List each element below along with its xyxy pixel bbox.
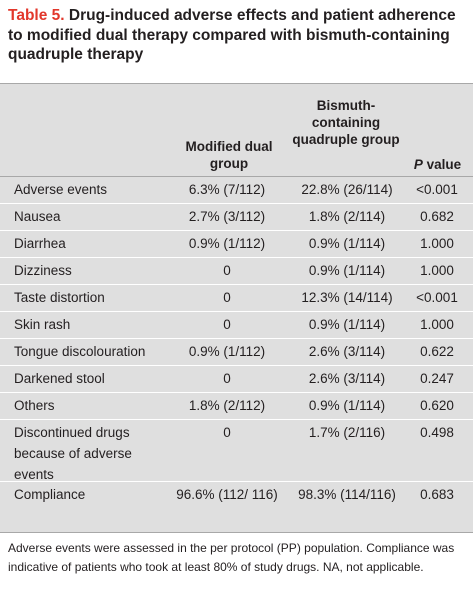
row-bismuth-value: 0.9% (1/114)	[308, 317, 386, 332]
table-number: Table 5.	[8, 7, 65, 24]
header-p-italic: P	[413, 157, 423, 172]
row-bismuth-value: 0.9% (1/114)	[308, 398, 386, 413]
row-p-value: 0.620	[420, 398, 454, 413]
table-row: Darkened stool 0 2.6% (3/114) 0.247	[0, 365, 473, 393]
table-title-text: Drug-induced adverse effects and patient…	[8, 7, 456, 63]
row-modified-dual-value: 0	[223, 425, 231, 440]
row-modified-dual-value: 0	[223, 371, 231, 386]
data-table: Modified dual group Bismuth-containing q…	[0, 83, 473, 533]
row-bismuth-value: 0.9% (1/114)	[308, 263, 386, 278]
row-bismuth-value: 1.8% (2/114)	[308, 209, 386, 224]
row-label: Darkened stool	[14, 371, 105, 386]
row-modified-dual-value: 2.7% (3/112)	[188, 209, 266, 224]
row-modified-dual-value: 0	[223, 263, 231, 278]
table-row: Skin rash 0 0.9% (1/114) 1.000	[0, 311, 473, 339]
table-row: Nausea 2.7% (3/112) 1.8% (2/114) 0.682	[0, 203, 473, 231]
row-p-value: 1.000	[420, 236, 454, 251]
row-modified-dual-value: 6.3% (7/112)	[188, 182, 266, 197]
row-label: Nausea	[14, 209, 61, 224]
row-modified-dual-value: 0	[223, 290, 231, 305]
table-row: Diarrhea 0.9% (1/112) 0.9% (1/114) 1.000	[0, 230, 473, 258]
row-label: Others	[14, 398, 55, 413]
row-p-value: 1.000	[420, 317, 454, 332]
footnote-text: Adverse events were assessed in the per …	[8, 541, 455, 574]
row-bismuth-value: 98.3% (114/116)	[298, 487, 396, 502]
row-label: Skin rash	[14, 317, 71, 332]
row-label: Taste distortion	[14, 290, 105, 305]
row-label: Tongue discolouration	[14, 344, 146, 359]
table-row: Adverse events 6.3% (7/112) 22.8% (26/114)…	[0, 176, 473, 204]
row-p-value: 0.682	[420, 209, 454, 224]
row-label: Adverse events	[14, 182, 108, 197]
header-bismuth-quadruple: Bismuth-containing quadruple group	[292, 98, 400, 147]
row-modified-dual-value: 1.8% (2/112)	[188, 398, 266, 413]
row-label: Dizziness	[14, 263, 72, 278]
row-p-value: 0.683	[420, 487, 454, 502]
table-footnote: Adverse events were assessed in the per …	[0, 532, 473, 610]
row-modified-dual-value: 0.9% (1/112)	[188, 236, 266, 251]
table-header-row: Modified dual group Bismuth-containing q…	[0, 84, 473, 177]
table-row: Dizziness 0 0.9% (1/114) 1.000	[0, 257, 473, 285]
row-p-value: <0.001	[416, 290, 458, 305]
row-p-value: 1.000	[420, 263, 454, 278]
table-row: Others 1.8% (2/112) 0.9% (1/114) 0.620	[0, 392, 473, 420]
row-p-value: 0.498	[420, 425, 454, 440]
row-bismuth-value: 2.6% (3/114)	[308, 371, 386, 386]
row-p-value: 0.247	[420, 371, 454, 386]
row-bismuth-value: 2.6% (3/114)	[308, 344, 386, 359]
row-modified-dual-value: 0	[223, 317, 231, 332]
table-row: Taste distortion 0 12.3% (14/114) <0.001	[0, 284, 473, 312]
row-bismuth-value: 22.8% (26/114)	[301, 182, 393, 197]
header-p-rest: value	[422, 157, 462, 172]
table-row: Discontinued drugs because of adverse ev…	[0, 419, 473, 482]
header-p-value: P value	[405, 156, 470, 173]
row-p-value: 0.622	[420, 344, 454, 359]
table-row: Tongue discolouration 0.9% (1/112) 2.6% (3…	[0, 338, 473, 366]
row-label: Diarrhea	[14, 236, 66, 251]
table-row: Compliance 96.6% (112/ 116) 98.3% (114/116…	[0, 481, 473, 533]
row-bismuth-value: 12.3% (14/114)	[301, 290, 393, 305]
table-title: Table 5. Drug-induced adverse effects an…	[8, 6, 466, 65]
row-bismuth-value: 1.7% (2/116)	[308, 425, 386, 440]
header-modified-dual: Modified dual group	[185, 139, 273, 171]
row-modified-dual-value: 0.9% (1/112)	[188, 344, 266, 359]
row-modified-dual-value: 96.6% (112/ 116)	[176, 487, 278, 502]
row-p-value: <0.001	[416, 182, 458, 197]
row-label: Discontinued drugs because of adverse ev…	[14, 425, 132, 482]
row-label: Compliance	[14, 487, 86, 502]
row-bismuth-value: 0.9% (1/114)	[308, 236, 386, 251]
